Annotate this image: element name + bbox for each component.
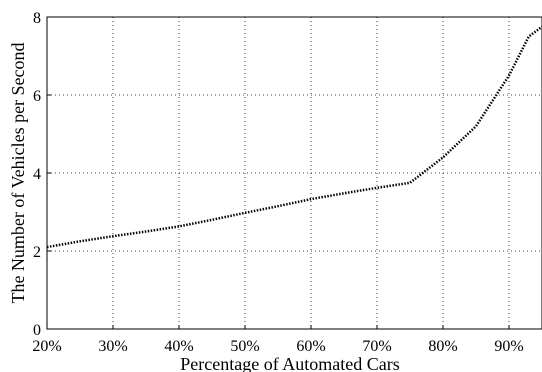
grid [46, 16, 542, 330]
x-tick-label: 50% [230, 338, 259, 355]
x-axis-label: Percentage of Automated Cars [180, 354, 399, 372]
y-axis-label: The Number of Vehicles per Second [8, 42, 28, 303]
x-tick-label: 60% [296, 338, 325, 355]
series-line [46, 25, 542, 249]
plot-frame [46, 16, 542, 330]
tick-labels: 20% 30% 40% 50% 60% 70% 80% 90% 0 2 4 6 8 [32, 10, 523, 355]
y-tick-label: 2 [33, 244, 41, 261]
x-tick-label: 30% [98, 338, 127, 355]
x-tick-label: 80% [428, 338, 457, 355]
x-tick-label: 70% [362, 338, 391, 355]
y-tick-label: 8 [33, 10, 41, 27]
y-tick-label: 6 [33, 88, 41, 105]
x-tick-label: 20% [32, 338, 61, 355]
x-tick-label: 90% [494, 338, 523, 355]
y-tick-label: 4 [33, 166, 41, 183]
x-tick-label: 40% [164, 338, 193, 355]
y-tick-label: 0 [33, 322, 41, 339]
series-layer [46, 25, 542, 249]
